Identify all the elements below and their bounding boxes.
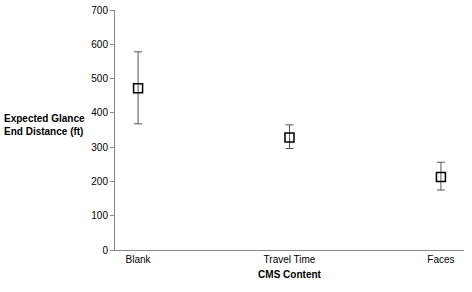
svg-text:700: 700 [91, 5, 108, 16]
svg-text:0: 0 [102, 245, 108, 256]
svg-text:300: 300 [91, 142, 108, 153]
svg-text:500: 500 [91, 73, 108, 84]
svg-text:200: 200 [91, 176, 108, 187]
svg-text:100: 100 [91, 210, 108, 221]
svg-text:400: 400 [91, 107, 108, 118]
svg-text:Blank: Blank [126, 254, 152, 265]
svg-text:600: 600 [91, 39, 108, 50]
svg-text:Faces: Faces [427, 254, 454, 265]
svg-text:Expected GlanceEnd Distance (f: Expected GlanceEnd Distance (ft) [4, 113, 85, 137]
svg-text:Travel Time: Travel Time [264, 254, 316, 265]
svg-text:CMS Content: CMS Content [258, 269, 321, 280]
